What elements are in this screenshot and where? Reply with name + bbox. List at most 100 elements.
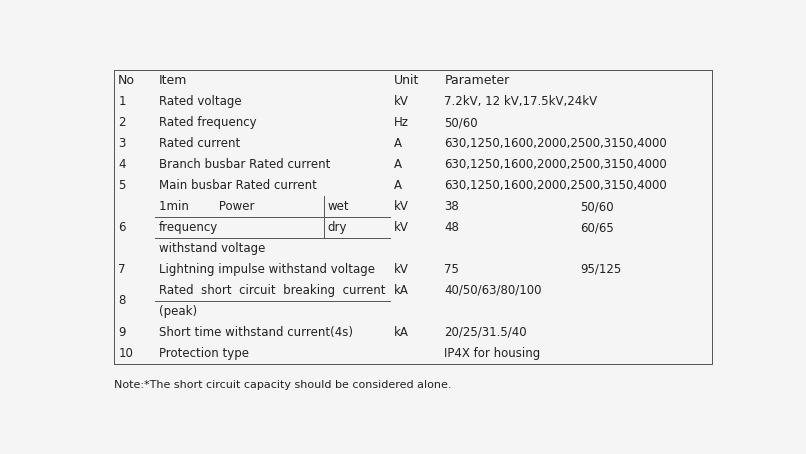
Text: Unit: Unit bbox=[393, 74, 419, 87]
Text: frequency: frequency bbox=[159, 221, 218, 234]
Bar bbox=[441, 280, 712, 301]
Bar bbox=[155, 175, 390, 196]
Bar bbox=[390, 343, 441, 364]
Bar bbox=[441, 217, 576, 238]
Bar bbox=[114, 112, 155, 133]
Bar bbox=[155, 154, 390, 175]
Text: 20/25/31.5/40: 20/25/31.5/40 bbox=[444, 326, 527, 339]
Text: kV: kV bbox=[393, 221, 409, 234]
Bar bbox=[114, 70, 155, 91]
Bar bbox=[114, 175, 155, 196]
Bar bbox=[390, 112, 441, 133]
Text: 7.2kV, 12 kV,17.5kV,24kV: 7.2kV, 12 kV,17.5kV,24kV bbox=[444, 95, 597, 108]
Text: Rated  short  circuit  breaking  current: Rated short circuit breaking current bbox=[159, 284, 385, 297]
Bar bbox=[441, 301, 712, 322]
Bar bbox=[441, 112, 712, 133]
Bar bbox=[441, 91, 712, 112]
Text: No: No bbox=[118, 74, 135, 87]
Text: kA: kA bbox=[393, 326, 409, 339]
Bar bbox=[390, 175, 441, 196]
Bar bbox=[390, 91, 441, 112]
Text: kV: kV bbox=[393, 263, 409, 276]
Bar bbox=[441, 322, 712, 343]
Bar bbox=[441, 238, 712, 259]
Bar bbox=[114, 154, 155, 175]
Text: 95/125: 95/125 bbox=[580, 263, 621, 276]
Text: 6: 6 bbox=[118, 221, 126, 234]
Bar bbox=[114, 196, 155, 259]
Bar bbox=[390, 154, 441, 175]
Bar bbox=[155, 322, 390, 343]
Text: 1min        Power: 1min Power bbox=[159, 200, 255, 213]
Text: 50/60: 50/60 bbox=[444, 116, 478, 129]
Bar bbox=[390, 259, 441, 280]
Text: Item: Item bbox=[159, 74, 187, 87]
Bar bbox=[441, 196, 576, 217]
Bar bbox=[390, 70, 441, 91]
Text: 9: 9 bbox=[118, 326, 126, 339]
Text: A: A bbox=[393, 179, 401, 192]
Bar bbox=[576, 217, 712, 238]
Bar bbox=[390, 217, 441, 238]
Bar bbox=[114, 259, 155, 280]
Bar bbox=[390, 280, 441, 301]
Text: kV: kV bbox=[393, 200, 409, 213]
Bar bbox=[390, 133, 441, 154]
Text: 5: 5 bbox=[118, 179, 126, 192]
Bar bbox=[114, 133, 155, 154]
Bar bbox=[390, 238, 441, 259]
Text: Rated current: Rated current bbox=[159, 137, 240, 150]
Text: Short time withstand current(4s): Short time withstand current(4s) bbox=[159, 326, 353, 339]
Bar bbox=[114, 343, 155, 364]
Text: Rated frequency: Rated frequency bbox=[159, 116, 256, 129]
Text: Hz: Hz bbox=[393, 116, 409, 129]
Bar bbox=[155, 196, 390, 259]
Text: Parameter: Parameter bbox=[444, 74, 509, 87]
Bar bbox=[155, 91, 390, 112]
Bar bbox=[441, 133, 712, 154]
Text: Branch busbar Rated current: Branch busbar Rated current bbox=[159, 158, 330, 171]
Bar bbox=[114, 322, 155, 343]
Bar bbox=[390, 196, 441, 217]
Text: dry: dry bbox=[328, 221, 347, 234]
Bar bbox=[441, 175, 712, 196]
Text: wet: wet bbox=[328, 200, 350, 213]
Bar bbox=[114, 280, 155, 322]
Bar bbox=[155, 343, 390, 364]
Text: IP4X for housing: IP4X for housing bbox=[444, 347, 541, 360]
Text: 40/50/63/80/100: 40/50/63/80/100 bbox=[444, 284, 542, 297]
Bar bbox=[441, 154, 712, 175]
Text: 2: 2 bbox=[118, 116, 126, 129]
Bar bbox=[155, 70, 390, 91]
Text: 50/60: 50/60 bbox=[580, 200, 613, 213]
Bar bbox=[390, 322, 441, 343]
Text: A: A bbox=[393, 158, 401, 171]
Text: 60/65: 60/65 bbox=[580, 221, 613, 234]
Bar bbox=[155, 133, 390, 154]
Bar bbox=[441, 343, 712, 364]
Bar bbox=[114, 91, 155, 112]
Text: 630,1250,1600,2000,2500,3150,4000: 630,1250,1600,2000,2500,3150,4000 bbox=[444, 179, 667, 192]
Text: withstand voltage: withstand voltage bbox=[159, 242, 265, 255]
Text: (peak): (peak) bbox=[159, 305, 197, 318]
Text: A: A bbox=[393, 137, 401, 150]
Text: Main busbar Rated current: Main busbar Rated current bbox=[159, 179, 317, 192]
Text: 10: 10 bbox=[118, 347, 133, 360]
Text: 48: 48 bbox=[444, 221, 459, 234]
Text: Protection type: Protection type bbox=[159, 347, 249, 360]
Bar bbox=[155, 112, 390, 133]
Text: Note:*The short circuit capacity should be considered alone.: Note:*The short circuit capacity should … bbox=[114, 380, 452, 390]
Text: 7: 7 bbox=[118, 263, 126, 276]
Bar bbox=[390, 301, 441, 322]
Bar bbox=[441, 70, 712, 91]
Bar bbox=[155, 259, 390, 280]
Text: kA: kA bbox=[393, 284, 409, 297]
Text: 4: 4 bbox=[118, 158, 126, 171]
Text: kV: kV bbox=[393, 95, 409, 108]
Text: Rated voltage: Rated voltage bbox=[159, 95, 242, 108]
Text: 630,1250,1600,2000,2500,3150,4000: 630,1250,1600,2000,2500,3150,4000 bbox=[444, 137, 667, 150]
Bar bbox=[155, 280, 390, 322]
Bar bbox=[114, 70, 712, 364]
Text: 8: 8 bbox=[118, 295, 126, 307]
Text: 3: 3 bbox=[118, 137, 126, 150]
